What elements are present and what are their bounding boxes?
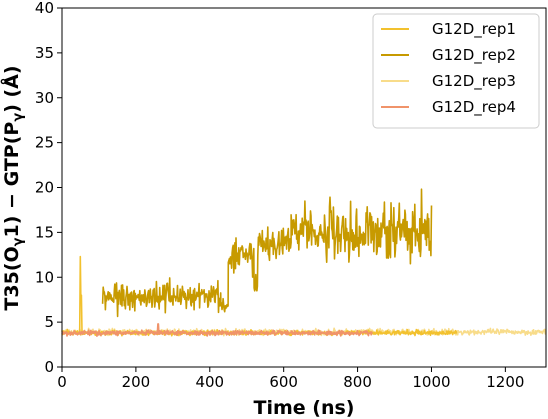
x-tick-label: 1000 [412,373,450,391]
series-line-G12D_rep4 [61,323,373,337]
ticks-layer: 0 200 400 600 800 1000 1200 0 5 10 15 20 25 30 35 40 [35,0,525,391]
legend-label: G12D_rep4 [432,98,516,117]
y-tick-label: 10 [35,268,54,286]
y-axis-title-part-2: 1) − GTP(P [1,122,23,238]
x-tick-label: 1200 [486,373,524,391]
legend-items: G12D_rep1 G12D_rep2 G12D_rep3 G12D_rep4 [381,20,516,117]
y-axis-title-sub-1: γ [11,237,26,246]
legend-frame [372,13,540,129]
x-axis-title: Time (ns) [254,397,355,419]
y-axis-title: T35(Oγ1) − GTP(Pγ) (Å) [0,65,26,310]
y-axis-title-part-3: ) (Å) [0,65,23,112]
legend: G12D_rep1 G12D_rep2 G12D_rep3 G12D_rep4 [372,13,540,129]
x-tick-label: 0 [57,373,67,391]
x-tick-label: 400 [195,373,224,391]
legend-label: G12D_rep2 [432,46,516,65]
legend-label: G12D_rep3 [432,72,516,91]
x-tick-label: 200 [122,373,151,391]
y-axis-title-part-1: T35(O [1,246,23,310]
x-tick-label: 600 [269,373,298,391]
y-tick-label: 35 [35,44,54,62]
legend-label: G12D_rep1 [432,20,516,39]
series-layer [61,188,547,337]
y-tick-label: 30 [35,89,54,107]
y-tick-label: 15 [35,223,54,241]
y-tick-label: 5 [44,313,54,331]
y-axis-title-sub-2: γ [11,113,26,122]
y-tick-label: 40 [35,0,54,17]
series-line-G12D_rep2 [101,188,433,318]
y-tick-label: 25 [35,134,54,152]
plot-frame [61,7,547,368]
x-tick-label: 800 [343,373,372,391]
y-tick-label: 20 [35,179,54,197]
y-tick-label: 0 [44,358,54,376]
